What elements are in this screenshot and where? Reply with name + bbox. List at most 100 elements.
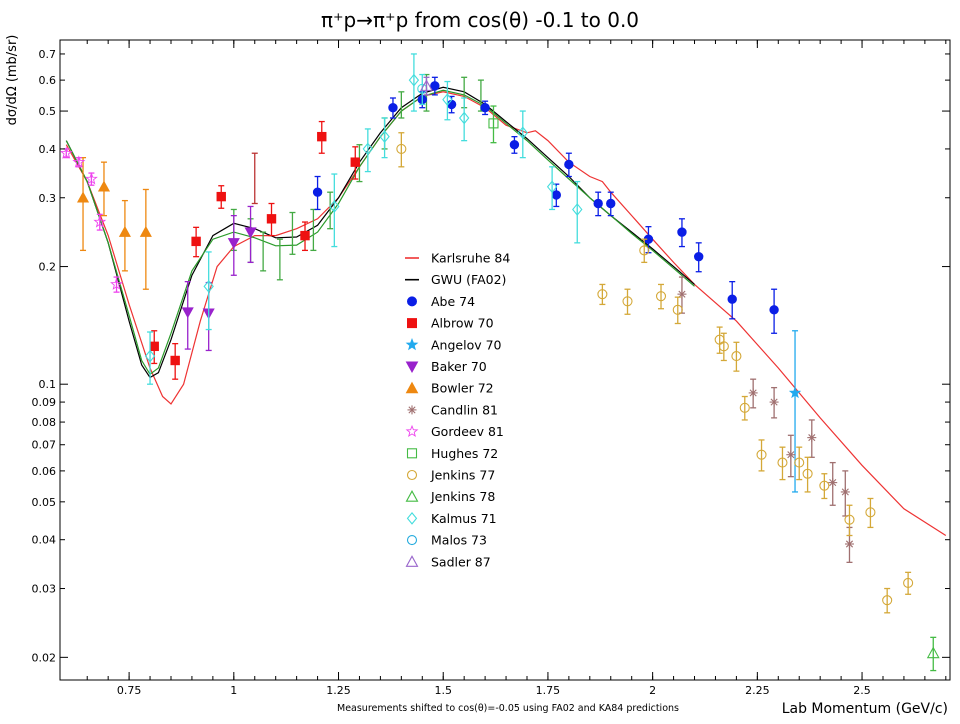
error-bar bbox=[779, 446, 786, 481]
legend-label: Baker 70 bbox=[431, 359, 487, 374]
x-tick-label: 1.25 bbox=[326, 684, 351, 697]
data-point bbox=[606, 198, 616, 209]
data-point bbox=[430, 81, 440, 91]
y-tick-label: 0.03 bbox=[32, 583, 57, 596]
y-tick-label: 0.06 bbox=[32, 465, 57, 478]
x-tick-label: 1.5 bbox=[434, 684, 452, 697]
data-point bbox=[807, 433, 817, 443]
series-jenkins-78 bbox=[926, 636, 940, 672]
data-point bbox=[312, 187, 323, 197]
error-bar bbox=[461, 97, 468, 142]
data-point bbox=[317, 131, 327, 142]
legend-item: Albrow 70 bbox=[407, 316, 494, 331]
legend-label: Karlsruhe 84 bbox=[431, 251, 510, 266]
legend-label: Abe 74 bbox=[431, 294, 475, 309]
asterisk-stroke bbox=[770, 398, 778, 406]
legend-item: GWU (FA02) bbox=[405, 272, 506, 287]
series-albrow-70 bbox=[149, 120, 360, 380]
data-point bbox=[802, 468, 813, 479]
error-bar bbox=[674, 296, 681, 325]
error-bar bbox=[549, 166, 556, 211]
data-point bbox=[655, 291, 667, 302]
series-candlin-81 bbox=[677, 276, 854, 564]
legend-marker bbox=[405, 361, 419, 374]
x-tick-label: 1.75 bbox=[536, 684, 561, 697]
data-point bbox=[227, 238, 240, 250]
error-bar bbox=[741, 395, 748, 421]
data-point bbox=[672, 304, 683, 315]
plot-frame bbox=[59, 39, 951, 681]
data-point bbox=[882, 595, 893, 606]
y-tick-label: 0.02 bbox=[32, 651, 57, 664]
data-point bbox=[777, 457, 788, 468]
data-point bbox=[118, 225, 131, 237]
data-point bbox=[480, 102, 490, 113]
error-bar bbox=[658, 283, 665, 310]
error-bar bbox=[867, 497, 874, 529]
legend-label: Angelov 70 bbox=[431, 337, 502, 352]
asterisk-stroke bbox=[841, 488, 849, 496]
error-bar bbox=[205, 251, 212, 331]
y-tick-label: 0.2 bbox=[39, 261, 57, 274]
data-point bbox=[76, 191, 90, 203]
data-point bbox=[110, 277, 124, 290]
asterisk-stroke bbox=[678, 290, 686, 298]
error-bar bbox=[758, 439, 765, 472]
asterisk-stroke bbox=[808, 434, 816, 442]
data-point bbox=[718, 341, 729, 352]
y-tick-label: 0.08 bbox=[32, 416, 57, 429]
data-point bbox=[458, 111, 470, 125]
legend-item: Malos 73 bbox=[406, 533, 487, 548]
error-bar bbox=[519, 110, 526, 159]
data-point bbox=[509, 140, 520, 150]
error-bar bbox=[88, 172, 95, 186]
legend-item: Abe 74 bbox=[407, 294, 475, 309]
series-jenkins-77 bbox=[396, 132, 914, 614]
data-point bbox=[844, 514, 855, 525]
y-tick-label: 0.1 bbox=[39, 378, 57, 391]
y-tick-label: 0.05 bbox=[32, 496, 57, 509]
data-point bbox=[350, 157, 360, 167]
data-point bbox=[546, 180, 558, 194]
legend-item: Kalmus 71 bbox=[406, 511, 497, 526]
series-angelov-70 bbox=[788, 330, 802, 493]
y-axis-label: dσ/dΩ (mb/sr) bbox=[5, 35, 20, 126]
data-point bbox=[639, 245, 650, 256]
legend-marker bbox=[407, 405, 417, 415]
error-bar bbox=[720, 332, 727, 362]
data-point bbox=[139, 225, 152, 237]
legend-marker bbox=[405, 338, 419, 351]
error-bar bbox=[804, 456, 811, 493]
asterisk-stroke bbox=[829, 479, 837, 487]
data-point bbox=[216, 191, 226, 202]
legend-item: Gordeev 81 bbox=[405, 424, 504, 439]
series-abe-74 bbox=[312, 76, 779, 334]
error-bar bbox=[364, 128, 371, 173]
data-point bbox=[597, 289, 608, 300]
curve-karlsruhe-84 bbox=[65, 91, 947, 537]
data-point bbox=[819, 480, 830, 491]
legend-item: Candlin 81 bbox=[407, 402, 498, 417]
data-point bbox=[97, 180, 111, 192]
legend-item: Jenkins 78 bbox=[405, 489, 495, 504]
data-point bbox=[388, 102, 398, 113]
data-point bbox=[551, 190, 562, 200]
data-point bbox=[677, 289, 687, 299]
legend-item: Bowler 72 bbox=[405, 381, 494, 396]
error-bar bbox=[147, 331, 154, 385]
legend-label: Sadler 87 bbox=[431, 554, 491, 569]
x-tick-label: 0.75 bbox=[117, 684, 142, 697]
legend-label: Jenkins 77 bbox=[430, 468, 495, 483]
legend: Karlsruhe 84 GWU (FA02) Abe 74 Albrow 70 Ang… bbox=[405, 251, 510, 569]
x-tick-label: 1 bbox=[230, 684, 237, 697]
legend-label: Candlin 81 bbox=[431, 402, 498, 417]
data-point bbox=[191, 236, 201, 247]
legend-label: Hughes 72 bbox=[431, 446, 498, 461]
legend-marker bbox=[405, 490, 419, 502]
data-point bbox=[329, 200, 340, 213]
y-tick-label: 0.07 bbox=[32, 439, 57, 452]
y-tick-label: 0.09 bbox=[32, 396, 57, 409]
data-point bbox=[677, 227, 687, 237]
data-point bbox=[300, 230, 310, 241]
asterisk-stroke bbox=[787, 451, 795, 459]
